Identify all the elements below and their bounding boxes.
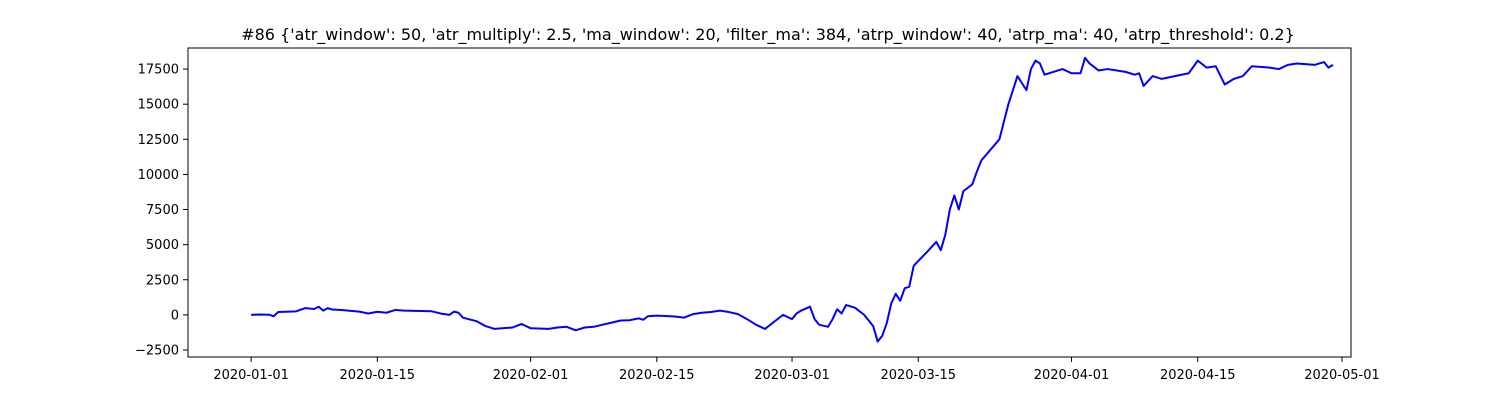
y-tick-label: 15000 <box>138 98 179 113</box>
y-axis: −2500 0 2500 5000 7500 10000 12500 15000 17500 <box>135 63 188 358</box>
x-tick-label: 2020-03-15 <box>880 368 956 383</box>
x-tick-label: 2020-01-01 <box>213 368 289 383</box>
x-tick-label: 2020-03-01 <box>754 368 830 383</box>
series-line-0 <box>251 56 1334 343</box>
y-tick-label: 2500 <box>146 273 179 288</box>
y-tick-label: −2500 <box>135 343 179 358</box>
x-tick-label: 2020-02-15 <box>619 368 695 383</box>
y-tick-label: 0 <box>171 308 179 323</box>
x-tick-label: 2020-04-01 <box>1034 368 1110 383</box>
x-axis: 2020-01-01 2020-01-15 2020-02-01 2020-02-15… <box>213 357 1380 383</box>
y-tick-label: 5000 <box>146 238 179 253</box>
x-tick-label: 2020-05-01 <box>1304 368 1380 383</box>
plot-frame <box>187 47 1352 358</box>
y-tick-label: 12500 <box>138 133 179 148</box>
x-tick-label: 2020-01-15 <box>340 368 416 383</box>
chart-title: #86 {'atr_window': 50, 'atr_multiply': 2… <box>241 25 1295 45</box>
plot-area <box>251 56 1334 343</box>
x-tick-label: 2020-02-01 <box>493 368 569 383</box>
y-tick-label: 10000 <box>138 168 179 183</box>
y-tick-label: 7500 <box>146 203 179 218</box>
y-tick-label: 17500 <box>138 63 179 78</box>
x-tick-label: 2020-04-15 <box>1160 368 1236 383</box>
